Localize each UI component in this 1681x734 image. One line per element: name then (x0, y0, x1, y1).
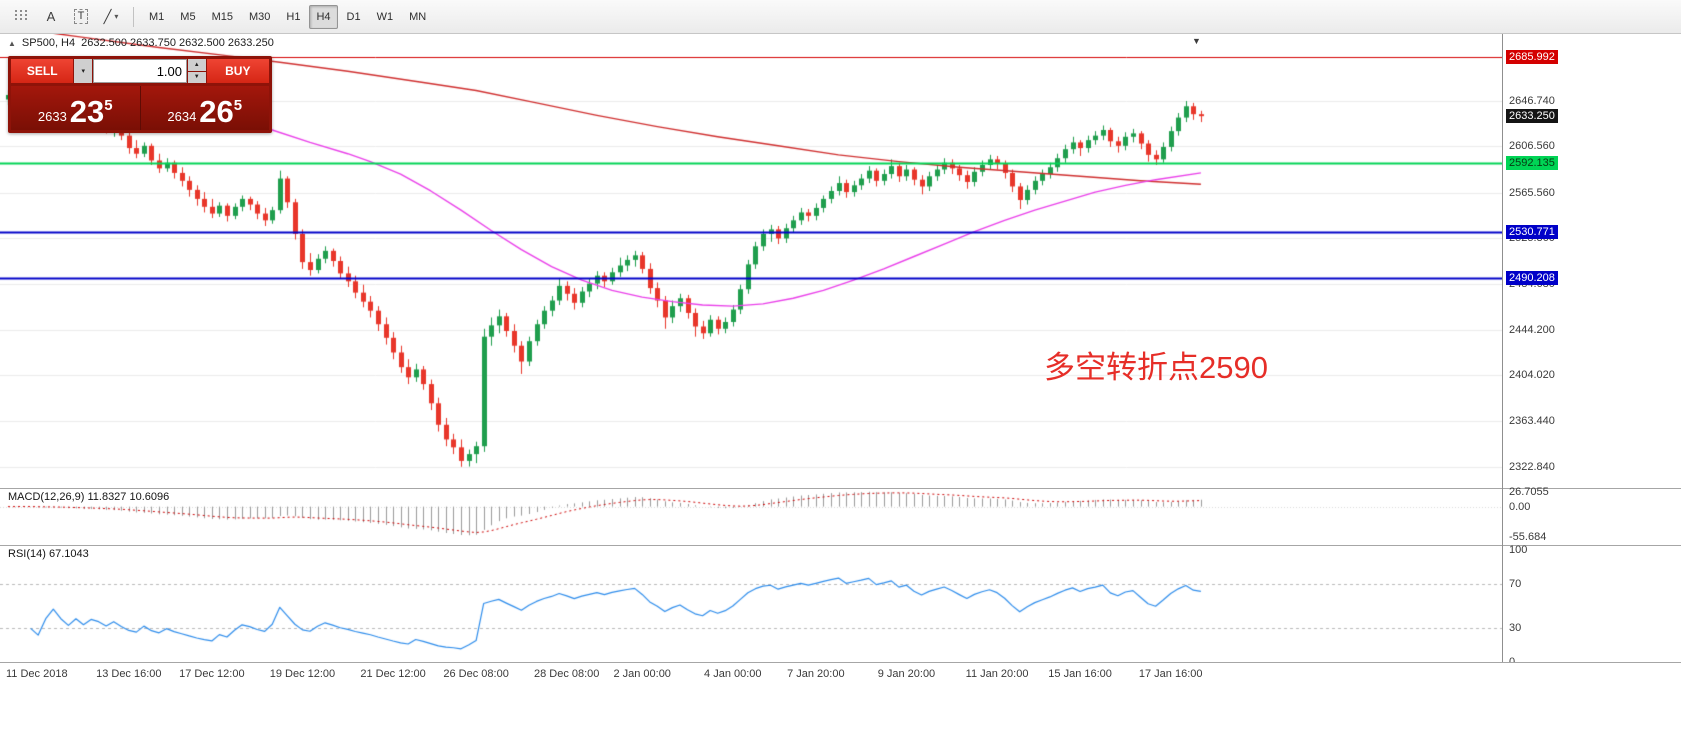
chart-ohlc-header: ▲ SP500, H4 2632.500 2633.750 2632.500 2… (8, 37, 274, 49)
timeframe-m15-button[interactable]: M15 (211, 10, 233, 23)
spinner-down-icon: ▼ (188, 71, 206, 83)
hline-price-label: 2490.208 (1506, 270, 1558, 285)
label-tool-icon: T (73, 9, 89, 24)
hline-price-label: 2685.992 (1506, 49, 1558, 64)
timeframe-m5-button[interactable]: M5 (180, 10, 196, 23)
rsi-scale-label: 100 (1509, 544, 1528, 556)
hline-price-label: 2592.135 (1506, 155, 1558, 170)
one-click-trade-panel: SELL ▾ ▲ ▼ BUY 2633 23 5 2634 26 5 (8, 56, 272, 133)
buy-button[interactable]: BUY (206, 59, 269, 83)
buy-price-big: 26 (199, 94, 234, 129)
sell-price-prefix: 2633 (37, 109, 67, 124)
timeframe-d1-button[interactable]: D1 (346, 10, 361, 23)
rsi-scale-label: 30 (1509, 622, 1522, 635)
sell-price-sup: 5 (104, 97, 113, 114)
time-axis-label: 17 Jan 16:00 (1138, 668, 1203, 680)
grid-icon-button[interactable] (7, 4, 35, 30)
time-axis-label: 19 Dec 12:00 (269, 668, 336, 680)
buy-price-display[interactable]: 2634 26 5 (141, 86, 270, 130)
toolbar-separator (133, 6, 134, 27)
price-scale-label: 2565.560 (1509, 186, 1555, 199)
caret-down-icon: ▾ (81, 68, 85, 75)
rsi-scale-label: 70 (1509, 577, 1522, 590)
price-scale-label: 2363.440 (1509, 414, 1555, 427)
price-scale-label: 2444.200 (1509, 323, 1555, 336)
price-divider (139, 86, 141, 130)
buy-price-prefix: 2634 (167, 109, 197, 124)
timeframe-mn-button[interactable]: MN (409, 10, 427, 23)
time-axis-label: 26 Dec 08:00 (443, 668, 509, 680)
sell-button[interactable]: SELL (11, 59, 74, 83)
shapes-tool-button[interactable]: ╱ ▾ (97, 4, 125, 30)
time-axis-label: 9 Jan 20:00 (877, 668, 936, 680)
volume-dropdown-button[interactable]: ▾ (74, 59, 92, 83)
sell-price-big: 23 (69, 94, 105, 129)
chart-region: ▲ SP500, H4 2632.500 2633.750 2632.500 2… (0, 34, 1681, 734)
price-scale-label: 2322.840 (1509, 460, 1555, 473)
toolbar: A T ╱ ▾ M1 M5 M15 M30 H1 H4 D1 W1 MN (0, 0, 1681, 34)
macd-scale-label: -55.684 (1509, 531, 1547, 544)
price-scale-label: 2404.020 (1509, 369, 1555, 382)
rsi-canvas[interactable] (0, 545, 1502, 662)
trade-panel-prices: 2633 23 5 2634 26 5 (11, 86, 269, 130)
timeframe-h1-button[interactable]: H1 (286, 10, 301, 23)
sell-price-display[interactable]: 2633 23 5 (11, 86, 140, 130)
rsi-indicator-label: RSI(14) 67.1043 (8, 548, 89, 560)
time-axis[interactable]: 11 Dec 2018 13 Dec 16:00 17 Dec 12:00 19 De… (0, 662, 1681, 687)
macd-pane-separator[interactable] (0, 488, 1681, 489)
hline-price-label: 2530.771 (1506, 224, 1558, 239)
time-axis-label: 2 Jan 00:00 (613, 668, 671, 680)
symbol-timeframe-label: SP500, H4 (21, 37, 76, 49)
time-axis-label: 11 Jan 20:00 (965, 668, 1029, 680)
current-price-label: 2633.250 (1506, 109, 1558, 124)
expand-icon[interactable]: ▲ (8, 38, 16, 48)
macd-indicator-label: MACD(12,26,9) 11.8327 10.6096 (8, 491, 170, 503)
ohlc-values: 2632.500 2633.750 2632.500 2633.250 (81, 37, 274, 49)
spinner-up-icon: ▲ (188, 59, 206, 71)
macd-scale-label: 26.7055 (1509, 485, 1549, 498)
chart-shift-marker-icon: ▼ (1192, 36, 1201, 46)
price-scale[interactable]: 2646.7402606.5602565.5602525.3602484.680… (1502, 34, 1681, 668)
timeframe-h4-button[interactable]: H4 (309, 4, 338, 29)
time-axis-label: 15 Jan 16:00 (1048, 668, 1112, 680)
macd-canvas[interactable] (0, 488, 1502, 545)
price-scale-label: 2606.560 (1509, 140, 1555, 153)
timeframe-group: M1 M5 M15 M30 H1 H4 D1 W1 MN (141, 4, 434, 29)
trade-panel-controls: SELL ▾ ▲ ▼ BUY (11, 59, 269, 83)
buy-price-sup: 5 (233, 97, 243, 114)
volume-input[interactable] (93, 59, 187, 83)
text-tool-button[interactable]: A (46, 9, 56, 24)
label-tool-button[interactable]: T (67, 4, 95, 30)
time-axis-label: 13 Dec 16:00 (96, 668, 162, 680)
time-axis-label: 4 Jan 00:00 (704, 668, 762, 680)
time-axis-label: 7 Jan 20:00 (787, 668, 845, 680)
timeframe-w1-button[interactable]: W1 (376, 10, 394, 23)
rsi-pane-separator[interactable] (0, 545, 1681, 546)
price-scale-label: 2646.740 (1509, 94, 1555, 107)
grid-dots-icon (14, 9, 28, 24)
time-axis-label: 21 Dec 12:00 (360, 668, 426, 680)
chart-annotation-text: 多空转折点2590 (1044, 350, 1268, 385)
timeframe-m30-button[interactable]: M30 (248, 10, 271, 23)
time-axis-label: 11 Dec 2018 (6, 668, 68, 680)
timeframe-m1-button[interactable]: M1 (149, 10, 165, 23)
line-tool-icon: ╱ (103, 8, 112, 24)
chevron-down-icon: ▾ (114, 12, 119, 21)
volume-spinner[interactable]: ▲ ▼ (188, 59, 206, 83)
time-axis-label: 28 Dec 08:00 (533, 668, 600, 680)
macd-scale-label: 0.00 (1509, 500, 1531, 513)
time-axis-label: 17 Dec 12:00 (179, 668, 245, 680)
